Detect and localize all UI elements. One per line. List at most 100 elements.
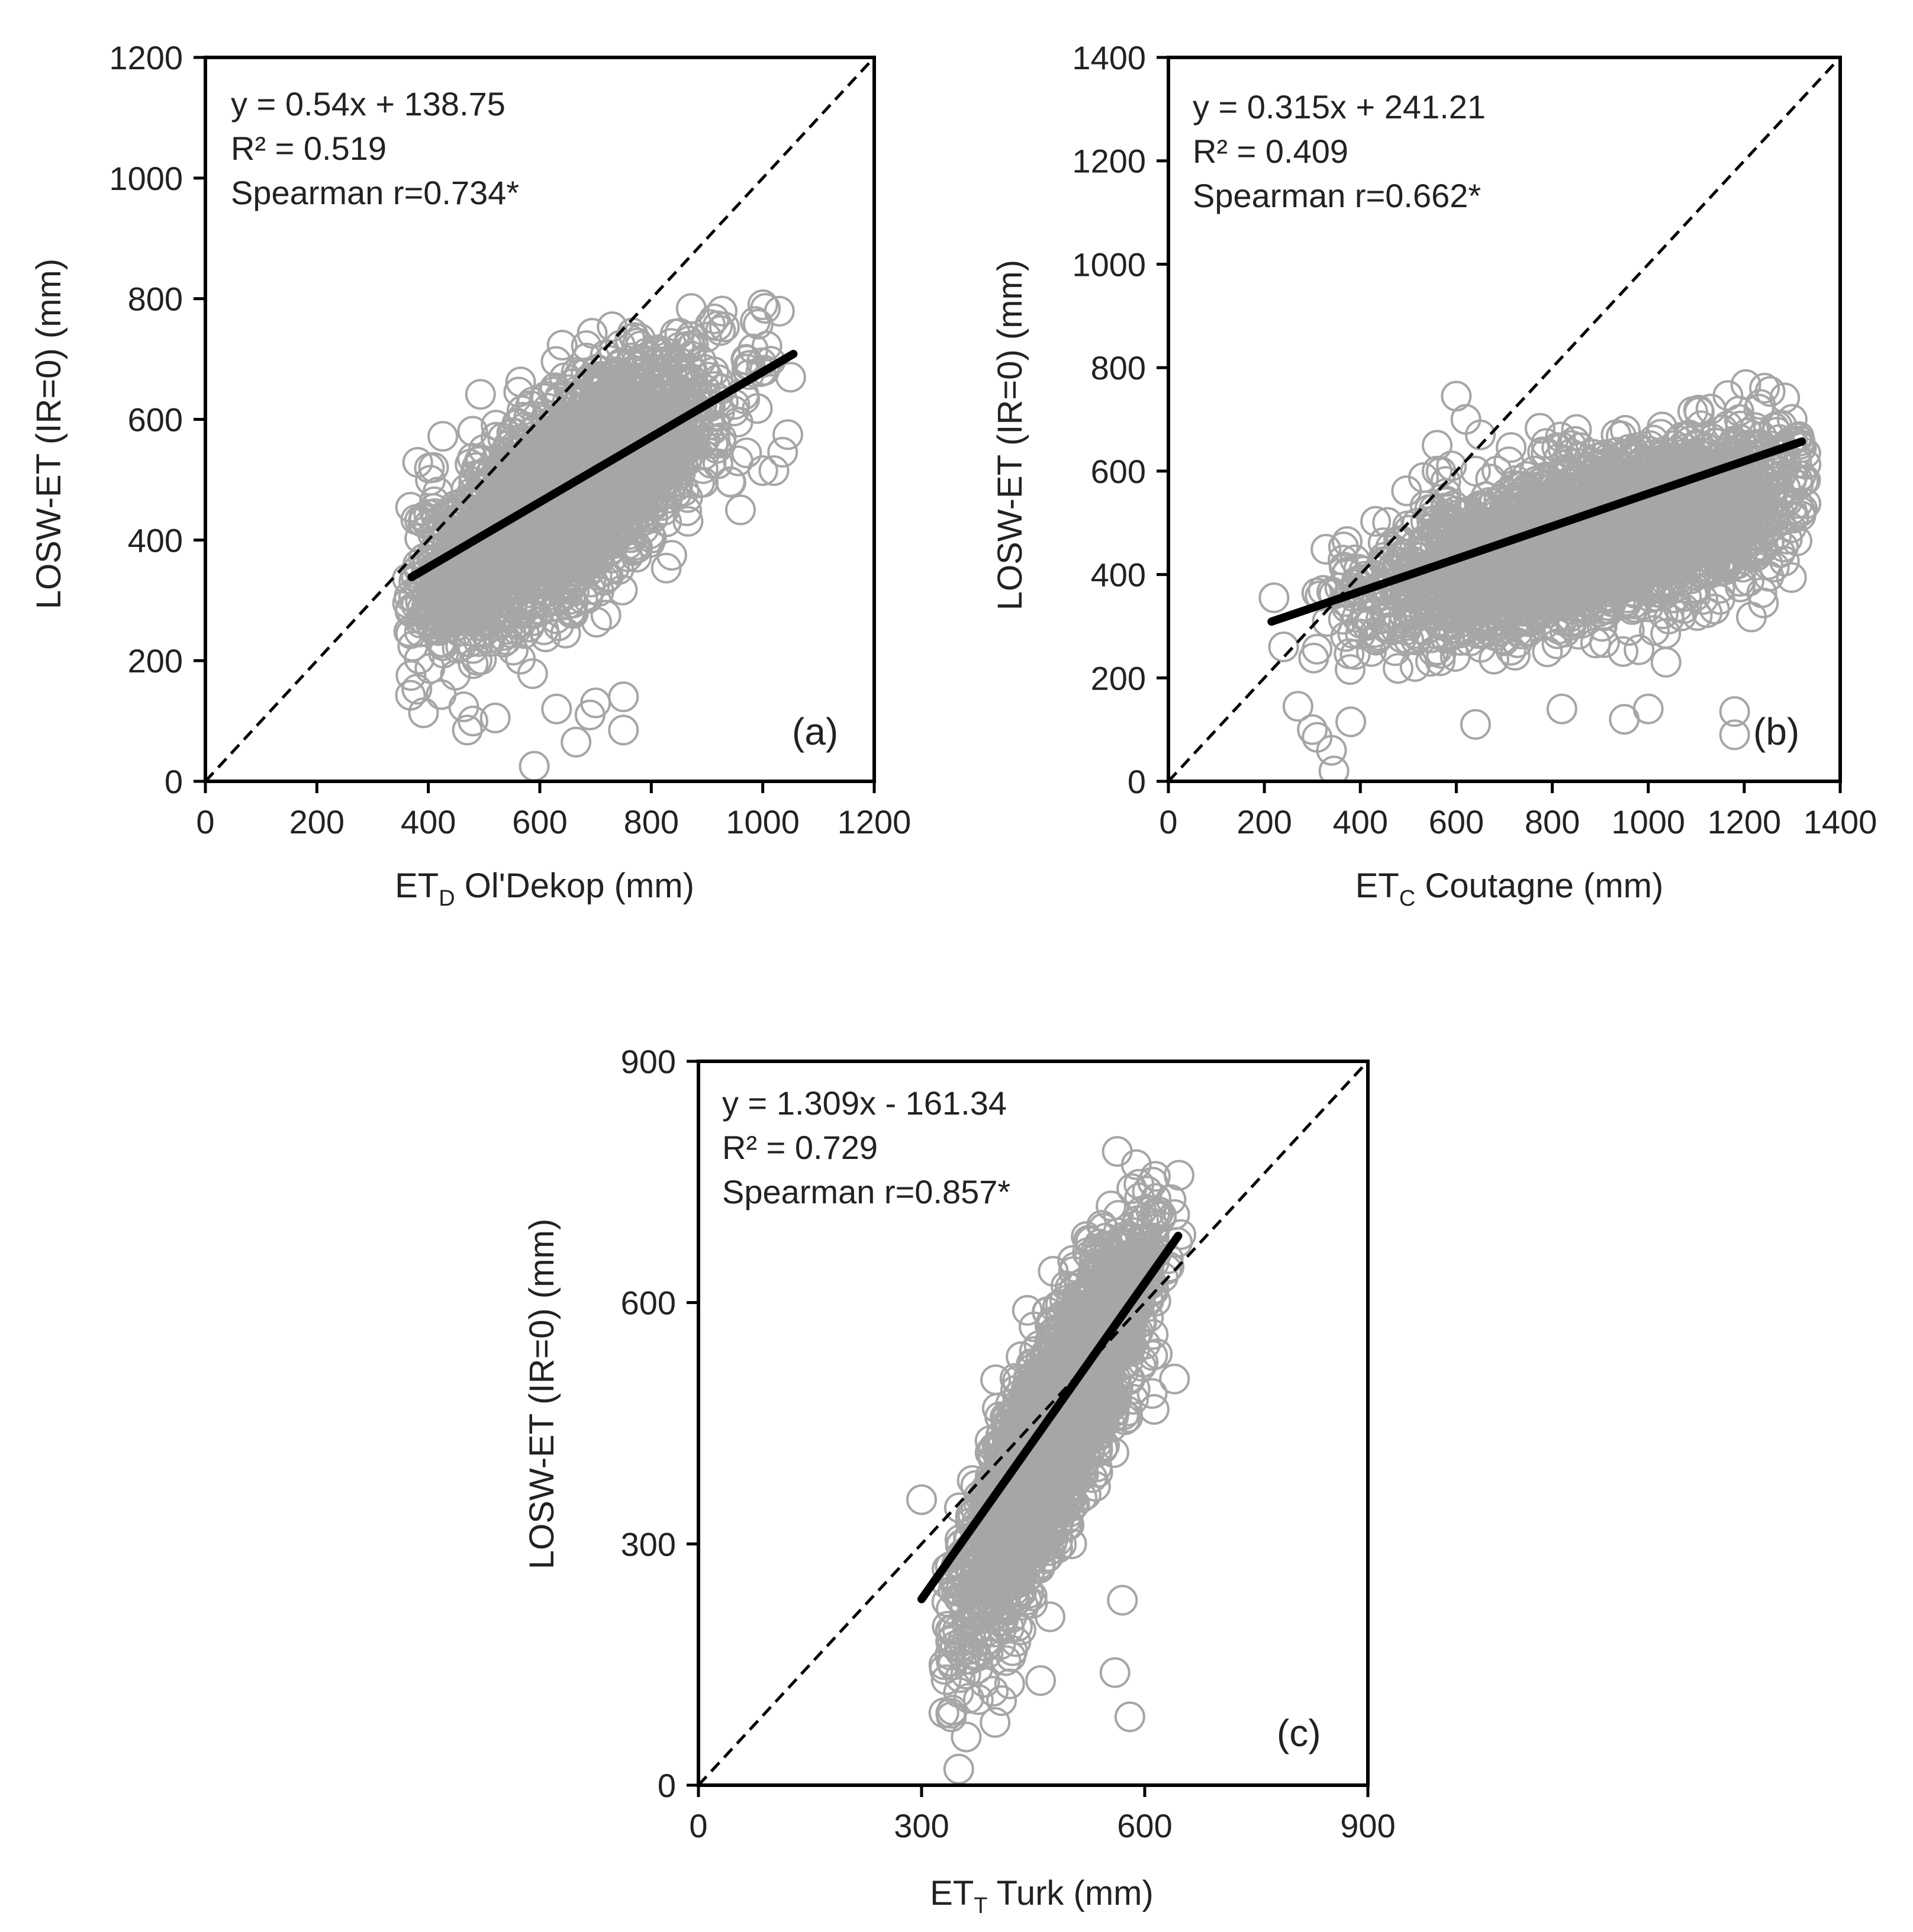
panel-a-point [496, 474, 527, 505]
panel-a-x-tick-label: 400 [401, 803, 456, 841]
panel-b-point [1624, 634, 1655, 665]
panel-a-point [631, 355, 662, 387]
panel-a-point [526, 522, 556, 553]
panel-a-point [546, 330, 578, 361]
panel-a-point [707, 295, 737, 327]
panel-a-outlier-point [518, 751, 550, 781]
panel-a-point [672, 505, 704, 537]
panel-a-point [505, 596, 537, 627]
panel-b-point [1776, 562, 1807, 593]
panel-a-point [594, 446, 624, 478]
panel-b-point [1680, 581, 1711, 611]
panel-a-point [574, 494, 605, 525]
panel-a-point [589, 565, 620, 596]
panel-a-point [533, 514, 565, 546]
panel-a-point [714, 466, 746, 497]
panel-a-point [595, 409, 626, 440]
panel-a-point [453, 584, 484, 615]
panel-a-identity-line [204, 56, 875, 783]
panel-a-y-tick-label: 200 [128, 642, 183, 680]
panel-a-point [446, 564, 478, 595]
panel-b-point [1790, 488, 1822, 519]
panel-a-point [558, 587, 588, 619]
panel-a-point [702, 448, 733, 479]
panel-b-point [1383, 653, 1413, 684]
panel-a-point [731, 437, 762, 469]
panel-a-point [426, 679, 457, 710]
panel-a-point [509, 469, 540, 501]
panel-a-point [427, 508, 458, 540]
panel-b-point [1400, 624, 1431, 656]
panel-a-outlier-point [561, 726, 592, 758]
panel-a-point [459, 588, 491, 619]
panel-a-points [392, 289, 806, 781]
panel-b-point [1600, 461, 1631, 492]
panel-a-point [635, 420, 666, 452]
panel-a-point [407, 507, 439, 538]
panel-a-point [558, 510, 589, 541]
panel-a-point [731, 344, 762, 376]
panel-a-point [540, 346, 572, 377]
panel-a-point [618, 472, 649, 503]
panel-a-point [466, 524, 497, 555]
panel-a-point [427, 421, 459, 452]
panel-a-point [543, 555, 574, 587]
panel-b-point [1650, 646, 1682, 678]
panel-b-point [1610, 415, 1641, 446]
panel-b-point [1380, 635, 1410, 666]
panel-a-ticks: 0 200 400 600 800 1000 12000200400600800100012… [109, 39, 911, 841]
panel-a-outlier-point [775, 362, 806, 393]
panel-a-point [517, 598, 548, 630]
panel-b-point [1532, 636, 1563, 668]
panel-b-point [1663, 591, 1693, 622]
panel-a-x-axis-title: ETD Ol'Dekop (mm) [395, 867, 694, 911]
panel-a-point [404, 616, 435, 648]
panel-a-point [592, 561, 624, 592]
panel-a-point [557, 422, 588, 453]
panel-a-point [395, 680, 426, 711]
panel-a-point [458, 648, 489, 680]
panel-b-point [1608, 636, 1639, 667]
panel-a-point [581, 384, 612, 416]
panel-a-point [590, 339, 621, 371]
panel-a-point [698, 356, 730, 388]
panel-a-point [509, 427, 540, 459]
panel-a-point [764, 295, 795, 327]
panel-a-point [597, 524, 628, 556]
panel-a-point [566, 499, 598, 530]
panel-b-point [1647, 598, 1679, 630]
panel-a-point [419, 606, 450, 637]
panel-a-y-tick-label: 1200 [109, 39, 183, 76]
panel-a-x-tick-label: 200 [289, 803, 344, 841]
panel-a-outlier-point [580, 687, 611, 719]
panel-b-point [1399, 651, 1431, 682]
panel-b: 0 200 400 600 800 1000 1200 1400020040060080010… [991, 39, 1877, 911]
panel-a-x-tick-label: 0 [196, 803, 214, 841]
panel-a-point [571, 330, 602, 361]
panel-a-point [650, 552, 682, 584]
panel-a-point [540, 445, 572, 476]
panel-a-point [575, 566, 607, 598]
panel-a-point [606, 409, 637, 440]
panel-a-point [414, 452, 445, 484]
panel-a-tag: (a) [792, 710, 838, 753]
panel-a-point [623, 465, 653, 497]
panel-b-point [1439, 641, 1471, 672]
panel-a-outlier-point [725, 494, 756, 526]
panel-a-point [604, 369, 635, 400]
panel-a-point [401, 562, 432, 594]
panel-a-y-axis-title: LOSW-ET (IR=0) (mm) [30, 259, 68, 609]
panel-a-point [395, 660, 427, 691]
panel-b-point [1734, 565, 1764, 597]
panel-a-point [702, 310, 733, 342]
panel-a-point [539, 549, 570, 580]
panel-a-x-tick-label: 800 [624, 803, 679, 841]
panel-b-point [1360, 505, 1392, 537]
panel-a-point [584, 380, 616, 411]
panel-b-point [1744, 511, 1775, 543]
panel-a-x-tick-label: 1000 [726, 803, 800, 841]
panel-b-point [1390, 614, 1422, 646]
panel-a-point [415, 465, 446, 496]
panel-a-outlier-point [608, 681, 639, 713]
